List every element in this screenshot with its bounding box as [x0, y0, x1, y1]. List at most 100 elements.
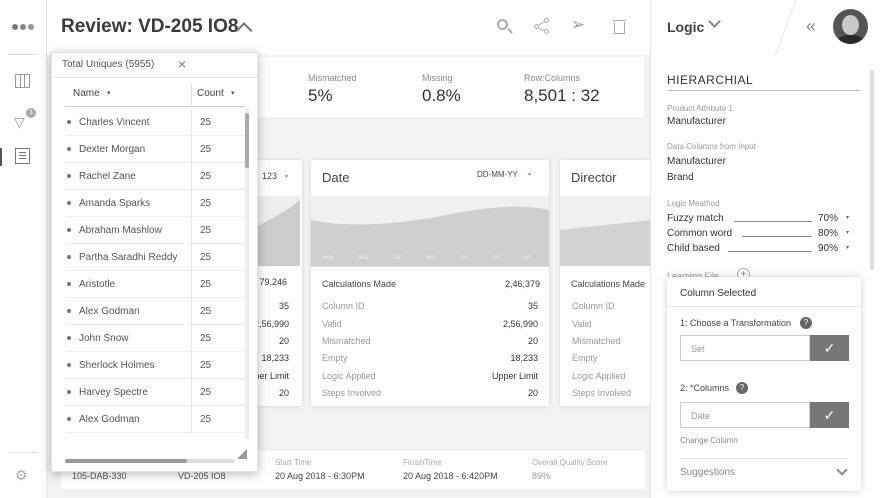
- footer-finish-label: FinishTime: [403, 458, 442, 467]
- suggestions-toggle[interactable]: Suggestions: [680, 467, 736, 478]
- column-header-name[interactable]: Name: [73, 88, 100, 99]
- left-total: 79,246: [259, 277, 287, 287]
- popup-title: Total Uniques (5955): [62, 59, 155, 70]
- date-calc-label: Calculations Made: [322, 279, 397, 289]
- left-value-1: 2,56,990: [253, 319, 289, 329]
- sort-icon[interactable]: ▾: [231, 90, 235, 97]
- logic-section-heading: HIERARCHIAL: [667, 73, 754, 87]
- dropdown-arrow-icon[interactable]: ▾: [846, 245, 850, 251]
- input-column-1: Brand: [667, 172, 694, 183]
- list-item[interactable]: Sherlock Holmes 25: [65, 352, 245, 379]
- panel-scrollbar[interactable]: [870, 70, 874, 270]
- columns-icon[interactable]: [15, 74, 30, 88]
- apps-dots-icon[interactable]: [12, 22, 36, 32]
- filter-icon[interactable]: ▽: [14, 114, 25, 130]
- date-row-value-0: 35: [527, 301, 538, 311]
- method-line: [742, 236, 812, 237]
- share-icon[interactable]: [534, 18, 550, 34]
- date-area-chart: MON WED TUE WED THU FRI SAT: [311, 196, 549, 266]
- footer-start-value: 20 Aug 2018 - 6:30PM: [275, 471, 365, 481]
- list-item[interactable]: Charles Vincent 25: [65, 109, 245, 136]
- stat-label-mismatched: Mismatched: [308, 73, 357, 83]
- popup-divider: [680, 458, 848, 459]
- date-card-title: Date: [322, 170, 350, 185]
- column-header-count[interactable]: Count: [197, 88, 224, 99]
- list-item[interactable]: Amanda Sparks 25: [65, 190, 245, 217]
- date-row-value-4: Upper Limit: [491, 371, 538, 381]
- notebook-icon[interactable]: [15, 148, 30, 164]
- sort-icon[interactable]: ▾: [107, 90, 111, 97]
- dropdown-arrow-icon[interactable]: ▾: [846, 215, 850, 221]
- send-icon[interactable]: ➢: [571, 15, 586, 34]
- resize-handle-icon[interactable]: [237, 449, 247, 459]
- method-pct-1[interactable]: 80%: [818, 228, 839, 239]
- avatar[interactable]: [833, 9, 868, 44]
- director-card-title: Director: [571, 170, 617, 185]
- method-pct-2[interactable]: 90%: [818, 243, 839, 254]
- columns-input[interactable]: Date: [680, 402, 810, 428]
- help-icon[interactable]: ?: [736, 382, 748, 394]
- list-item[interactable]: Dexter Morgan 25: [65, 136, 245, 163]
- trash-icon[interactable]: [613, 18, 626, 34]
- date-row-label-5: Steps Involved: [322, 388, 382, 398]
- list-item[interactable]: John Snow 25: [65, 325, 245, 352]
- vertical-scrollbar-thumb[interactable]: [245, 113, 249, 168]
- list-item[interactable]: Rachel Zane 25: [65, 163, 245, 190]
- list-item[interactable]: Harvey Spectre 25: [65, 379, 245, 406]
- svg-text:TUE: TUE: [392, 255, 401, 260]
- page-title: Review: VD-205 IO8: [61, 16, 239, 37]
- footer-id-1: 105-DAB-330: [72, 471, 127, 481]
- change-column-link[interactable]: Change Column: [680, 436, 738, 445]
- date-row-label-4: Logic Applied: [322, 371, 376, 381]
- left-format-select[interactable]: 123: [262, 171, 278, 181]
- date-row-value-5: 20: [527, 388, 538, 398]
- list-item[interactable]: Partha Saradhi Reddy 25: [65, 244, 245, 271]
- total-uniques-popup: Total Uniques (5955) × Name ▾ Count ▾ Ch…: [51, 52, 258, 472]
- footer-id-2: VD-205 IO8: [178, 471, 226, 481]
- director-row-2: Mismatched: [572, 336, 621, 346]
- list-item[interactable]: Abraham Mashlow 25: [65, 217, 245, 244]
- dropdown-arrow-icon[interactable]: ▾: [846, 230, 850, 236]
- director-row-4: Logic Applied: [572, 371, 626, 381]
- stat-value-mismatched: 5%: [308, 86, 333, 105]
- header-separator: [191, 83, 192, 105]
- date-format-select[interactable]: DD-MM-YY: [477, 170, 518, 179]
- collapse-icon[interactable]: «: [806, 16, 817, 36]
- left-area-chart: [258, 196, 300, 266]
- svg-text:FRI: FRI: [493, 255, 499, 260]
- left-value-0: 35: [278, 301, 289, 311]
- column-selected-popup: Column Selected 1: Choose a Transformati…: [667, 277, 861, 491]
- chevron-down-icon: ⌄: [283, 170, 290, 179]
- director-row-3: Empty: [572, 353, 598, 363]
- transformation-input[interactable]: Set: [680, 335, 810, 361]
- svg-text:THU: THU: [458, 255, 467, 260]
- list-item[interactable]: Aristotle 25: [65, 271, 245, 298]
- close-icon[interactable]: ×: [178, 56, 187, 72]
- list-item[interactable]: Alex Godman 25: [65, 406, 245, 433]
- date-row-label-1: Valid: [322, 319, 342, 329]
- chevron-down-icon[interactable]: [836, 464, 848, 476]
- date-row-label-0: Column ID: [322, 301, 365, 311]
- input-columns-label: Data Columns from Input: [667, 142, 756, 151]
- settings-icon[interactable]: ⚙: [15, 467, 28, 483]
- left-value-2: 20: [278, 336, 289, 346]
- search-icon[interactable]: [497, 19, 513, 34]
- list-item[interactable]: Alex Godman 25: [65, 298, 245, 325]
- method-line: [734, 221, 812, 222]
- confirm-transformation-button[interactable]: ✓: [810, 335, 849, 361]
- stat-label-rowcols: Row:Columns: [524, 73, 581, 83]
- date-card-divider: [311, 266, 549, 267]
- director-calc-label: Calculations Made: [571, 279, 646, 289]
- stat-label-missing: Missing: [422, 73, 453, 83]
- popup-divider: [667, 306, 861, 307]
- method-pct-0[interactable]: 70%: [818, 213, 839, 224]
- method-name-1: Common word: [667, 228, 733, 239]
- vertical-scrollbar-track[interactable]: [245, 109, 249, 439]
- left-rail: ▽ 1 ⚙: [0, 0, 47, 498]
- help-icon[interactable]: ?: [800, 317, 812, 329]
- learning-file-label[interactable]: Learning File: [667, 271, 720, 281]
- active-indicator: [0, 148, 2, 166]
- confirm-columns-button[interactable]: ✓: [810, 402, 849, 428]
- logic-panel-title: Logic: [667, 19, 705, 35]
- horizontal-scrollbar-thumb[interactable]: [65, 459, 187, 463]
